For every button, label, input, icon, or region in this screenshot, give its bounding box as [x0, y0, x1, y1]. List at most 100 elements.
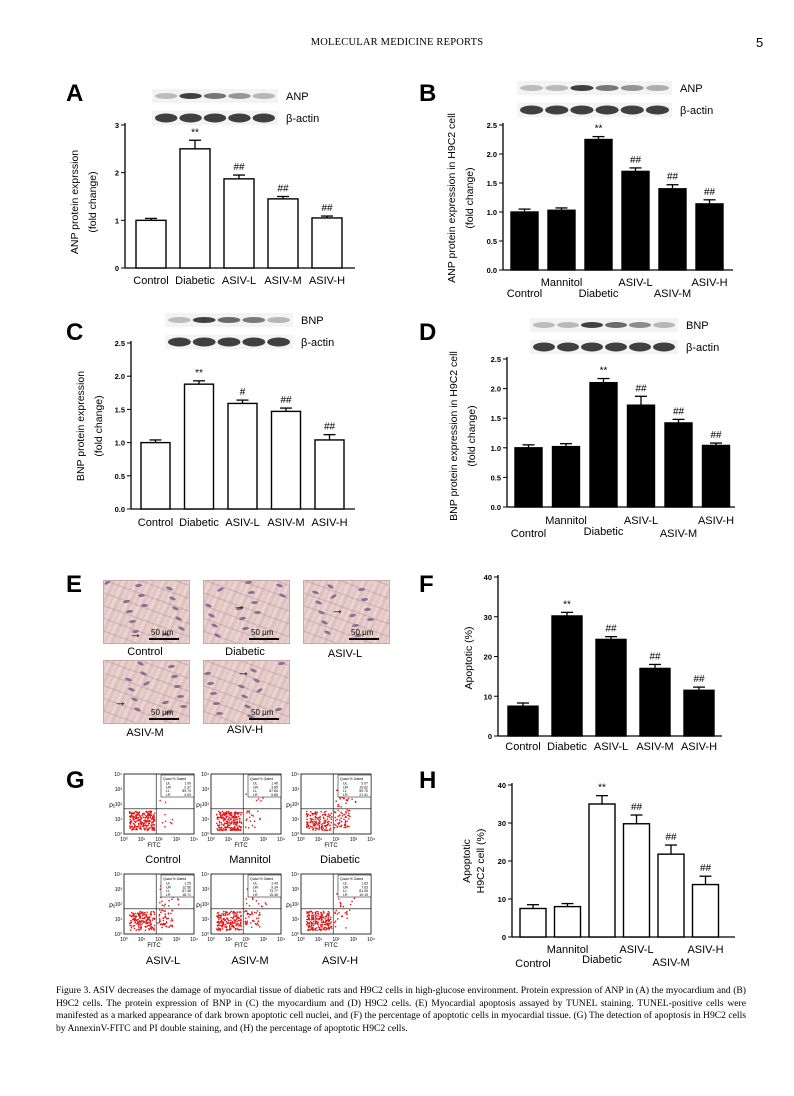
event-dot	[306, 910, 308, 913]
legend-quadrant: LL	[343, 889, 347, 893]
event-dot	[306, 818, 308, 821]
legend-header: Quad % Gated	[163, 877, 186, 881]
legend-quadrant: UL	[166, 882, 171, 886]
event-dot	[147, 824, 149, 827]
event-dot	[145, 826, 148, 828]
event-dot	[339, 814, 341, 816]
event-dot	[343, 824, 346, 827]
legend-value: 15.46	[269, 893, 278, 897]
event-dot	[311, 924, 313, 927]
event-dot	[222, 824, 225, 827]
event-dot	[339, 905, 342, 908]
event-dot	[314, 818, 317, 821]
event-dot	[306, 915, 309, 918]
category-label: Control	[511, 528, 546, 540]
event-dot	[236, 927, 239, 930]
blot-band	[570, 85, 594, 91]
event-dot	[232, 829, 234, 831]
event-dot	[220, 822, 223, 824]
legend-value: 87.84	[269, 789, 278, 793]
scale-bar	[149, 638, 179, 640]
legend-value: 1.46	[271, 782, 278, 786]
event-dot	[158, 917, 161, 920]
event-dot	[134, 824, 136, 827]
event-dot	[147, 811, 150, 813]
y-axis-label: PI	[196, 804, 202, 810]
category-label: Diabetic	[179, 517, 219, 529]
event-dot	[139, 923, 142, 926]
event-dot	[223, 919, 226, 921]
event-dot	[135, 814, 138, 816]
event-dot	[240, 918, 242, 920]
event-dot	[135, 919, 138, 921]
event-dot	[233, 829, 236, 831]
blot-band	[629, 342, 651, 352]
event-dot	[227, 818, 230, 820]
event-dot	[220, 915, 223, 917]
legend-quadrant: LL	[166, 789, 170, 793]
event-dot	[345, 826, 347, 828]
event-dot	[319, 915, 321, 918]
event-dot	[218, 828, 220, 831]
event-dot	[324, 915, 327, 918]
bar	[267, 198, 299, 269]
event-dot	[139, 816, 142, 819]
event-dot	[340, 820, 343, 823]
y-axis-label: PI	[196, 904, 202, 910]
event-dot	[146, 922, 148, 925]
event-dot	[345, 802, 347, 805]
y-tick-label: 10⁴	[201, 772, 209, 778]
significance-label: ##	[665, 832, 677, 843]
event-dot	[151, 829, 153, 831]
event-dot	[314, 911, 317, 914]
y-axis-label: BNP protein expression	[75, 371, 87, 481]
event-dot	[216, 816, 219, 819]
event-dot	[230, 910, 233, 913]
event-dot	[312, 822, 314, 824]
event-dot	[345, 927, 347, 929]
y-tick-label: 2.0	[491, 385, 501, 394]
y-axis-label: PI	[286, 804, 292, 810]
event-dot	[345, 799, 348, 801]
y-tick-label: 3	[115, 121, 119, 130]
event-dot	[315, 917, 317, 919]
category-label: Control	[138, 517, 173, 529]
event-dot	[239, 826, 242, 828]
event-dot	[342, 905, 345, 908]
event-dot	[245, 922, 248, 925]
blot-band	[653, 342, 675, 352]
event-dot	[340, 902, 342, 905]
event-dot	[152, 818, 155, 820]
event-dot	[322, 916, 324, 919]
event-dot	[351, 798, 353, 800]
category-label: Diabetic	[547, 741, 587, 753]
tissue-fibers	[304, 581, 389, 643]
x-tick-label: 10²	[242, 937, 250, 943]
category-label: Control	[505, 741, 540, 753]
event-dot	[310, 925, 312, 928]
event-dot	[231, 827, 234, 830]
event-dot	[309, 821, 312, 824]
legend-value: 7.63	[361, 885, 368, 889]
event-dot	[329, 922, 331, 925]
event-dot	[159, 888, 162, 891]
y-tick-label: 2	[115, 169, 119, 178]
blot-band	[581, 342, 603, 352]
legend-value: 1.25	[184, 882, 191, 886]
bar	[510, 211, 539, 271]
blot-band	[192, 337, 216, 347]
bar	[135, 219, 167, 269]
event-dot	[133, 924, 136, 927]
event-dot	[130, 911, 133, 914]
blot-band	[252, 113, 275, 123]
event-dot	[164, 910, 167, 912]
event-dot	[348, 909, 351, 911]
bar	[507, 705, 539, 737]
event-dot	[139, 826, 142, 829]
category-label: Control	[133, 275, 168, 287]
event-dot	[236, 826, 239, 829]
event-dot	[220, 816, 223, 819]
event-dot	[148, 813, 150, 816]
y-tick-label: 10¹	[115, 917, 123, 923]
y-tick-label: 2.0	[487, 150, 497, 159]
